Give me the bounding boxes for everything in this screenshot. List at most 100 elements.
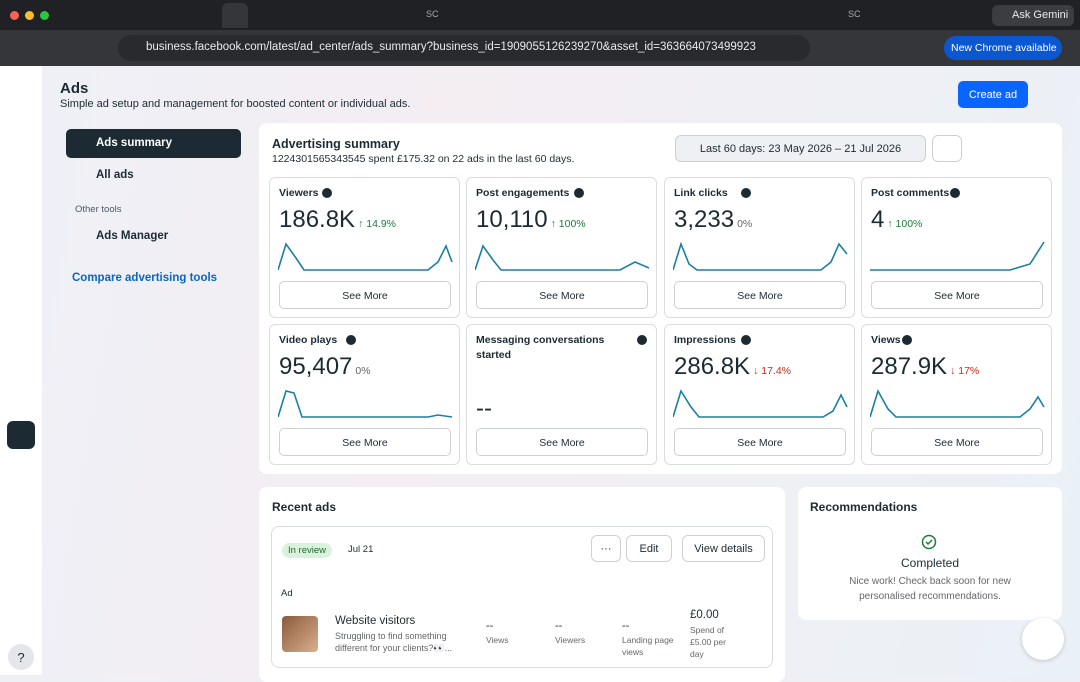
metric-label: Views	[871, 334, 901, 346]
metric-value-row: --	[476, 395, 492, 423]
metric-value: 186.8K	[279, 206, 356, 233]
stat-label: Viewers	[555, 635, 586, 645]
stat-value: --	[622, 620, 630, 632]
metric-value-row: 95,407 0%	[279, 353, 371, 381]
metric-value-row: 287.9K ↓ 17%	[871, 353, 979, 381]
metric-change: ↓ 17.4%	[753, 365, 792, 377]
metric-value: 10,110	[476, 206, 548, 233]
metric-change: ↑ 14.9%	[358, 218, 397, 230]
info-icon[interactable]	[637, 335, 647, 345]
see-more[interactable]: See More	[674, 428, 846, 456]
metric-change: 0%	[737, 218, 753, 230]
minimize-window[interactable]	[25, 11, 34, 20]
ask-gemini[interactable]: Ask Gemini	[992, 5, 1074, 26]
nav-section: Other tools	[75, 204, 122, 215]
stat-value: --	[555, 620, 563, 632]
metric-card: Link clicks 3,233 0% See More	[664, 177, 855, 318]
info-icon[interactable]	[901, 335, 912, 345]
filter-button[interactable]	[932, 135, 962, 162]
nav-all-ads[interactable]: All ads	[96, 169, 134, 181]
sparkline	[475, 244, 650, 271]
date-range[interactable]: Last 60 days: 23 May 2026 – 21 Jul 2026	[675, 135, 926, 162]
metric-card: Impressions 286.8K ↓ 17.4% See More	[664, 324, 855, 465]
recommendations-title: Recommendations	[810, 500, 918, 514]
metric-label: Post comments	[871, 187, 950, 199]
see-more[interactable]: See More	[279, 428, 451, 456]
see-more[interactable]: See More	[279, 281, 451, 309]
nav-ads-manager[interactable]: Ads Manager	[96, 230, 169, 242]
update-chrome[interactable]: New Chrome available	[944, 36, 1062, 60]
see-more[interactable]: See More	[476, 281, 648, 309]
metric-value-row: 186.8K ↑ 14.9%	[279, 206, 396, 234]
nav-ads-summary[interactable]: Ads summary	[66, 129, 241, 158]
help[interactable]: ?	[8, 644, 34, 670]
info-icon[interactable]	[321, 188, 332, 198]
metric-value: 4	[871, 206, 885, 233]
metric-label: Post engagements	[476, 187, 570, 199]
ad-name: Website visitors	[335, 615, 416, 627]
metric-value: --	[476, 395, 492, 422]
see-more[interactable]: See More	[674, 281, 846, 309]
metric-card: Post comments 4 ↑ 100% See More	[861, 177, 1052, 318]
sparkline-path	[278, 390, 453, 418]
metric-label: Viewers	[279, 187, 319, 199]
sparkline-path	[475, 244, 650, 271]
sparkline	[278, 390, 453, 418]
info-icon[interactable]	[573, 188, 584, 198]
info-icon[interactable]	[741, 188, 752, 198]
compare-tools[interactable]: Compare advertising tools	[72, 272, 218, 284]
stat-label: Landing page views	[622, 635, 674, 657]
stat-label: Views	[486, 635, 509, 645]
check-icon	[921, 534, 937, 550]
more-button[interactable]: ···	[591, 535, 621, 562]
view-details[interactable]: View details	[682, 535, 765, 562]
sparkline-path	[278, 242, 453, 271]
metric-card: Messaging conversations started -- See Mor…	[466, 324, 657, 465]
metric-value: 95,407	[279, 353, 353, 380]
sparkline	[870, 241, 1045, 271]
summary-card: Advertising summary 1224301565343545 spe…	[259, 123, 1062, 474]
omnibox[interactable]	[118, 35, 810, 61]
create-ad[interactable]: Create ad	[958, 81, 1028, 108]
url[interactable]: business.facebook.com/latest/ad_center/a…	[146, 41, 756, 53]
metric-value: 287.9K	[871, 353, 948, 380]
info-icon[interactable]	[346, 335, 357, 345]
metric-change: ↑ 100%	[887, 218, 923, 230]
info-icon[interactable]	[741, 335, 752, 345]
ad-date: Jul 21	[348, 544, 374, 555]
favicon-text: SC	[848, 9, 861, 19]
ad-thumbnail	[282, 616, 318, 652]
edit-button[interactable]: Edit	[626, 535, 672, 562]
page-title: Ads	[60, 80, 89, 97]
summary-title: Advertising summary	[272, 137, 400, 151]
active-tab[interactable]	[222, 3, 248, 28]
see-more[interactable]: See More	[871, 428, 1043, 456]
icon-rail: ?	[0, 66, 42, 675]
metric-value-row: 10,110 ↑ 100%	[476, 206, 586, 234]
metric-value: 286.8K	[674, 353, 751, 380]
summary-desc: 1224301565343545 spent £175.32 on 22 ads…	[272, 153, 575, 165]
toolbar: business.facebook.com/latest/ad_center/a…	[0, 30, 1080, 66]
info-icon[interactable]	[950, 188, 961, 198]
metric-label: Link clicks	[674, 187, 728, 199]
assistant-button[interactable]	[1022, 618, 1064, 660]
metric-value-row: 4 ↑ 100%	[871, 206, 922, 234]
see-more[interactable]: See More	[476, 428, 648, 456]
ads-icon[interactable]	[7, 421, 35, 449]
sparkline-path	[673, 389, 848, 418]
close-window[interactable]	[10, 11, 19, 20]
ad-body: Struggling to find something different f…	[335, 631, 453, 653]
status-badge: In review	[282, 543, 333, 558]
metric-change: ↑ 100%	[550, 218, 586, 230]
maximize-window[interactable]	[40, 11, 49, 20]
sparkline	[673, 389, 848, 418]
rec-text: Nice work! Check back soon for new perso…	[849, 576, 1011, 602]
spend-value: £0.00	[690, 609, 719, 621]
metric-value-row: 3,233 0%	[674, 206, 752, 234]
sparkline-path	[870, 241, 1045, 271]
metric-card: Views 287.9K ↓ 17% See More	[861, 324, 1052, 465]
page-subtitle: Simple ad setup and management for boost…	[60, 98, 411, 110]
see-more[interactable]: See More	[871, 281, 1043, 309]
metric-value-row: 286.8K ↓ 17.4%	[674, 353, 791, 381]
